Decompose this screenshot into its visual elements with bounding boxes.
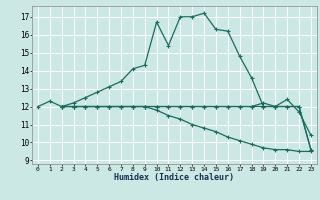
X-axis label: Humidex (Indice chaleur): Humidex (Indice chaleur) — [115, 173, 234, 182]
